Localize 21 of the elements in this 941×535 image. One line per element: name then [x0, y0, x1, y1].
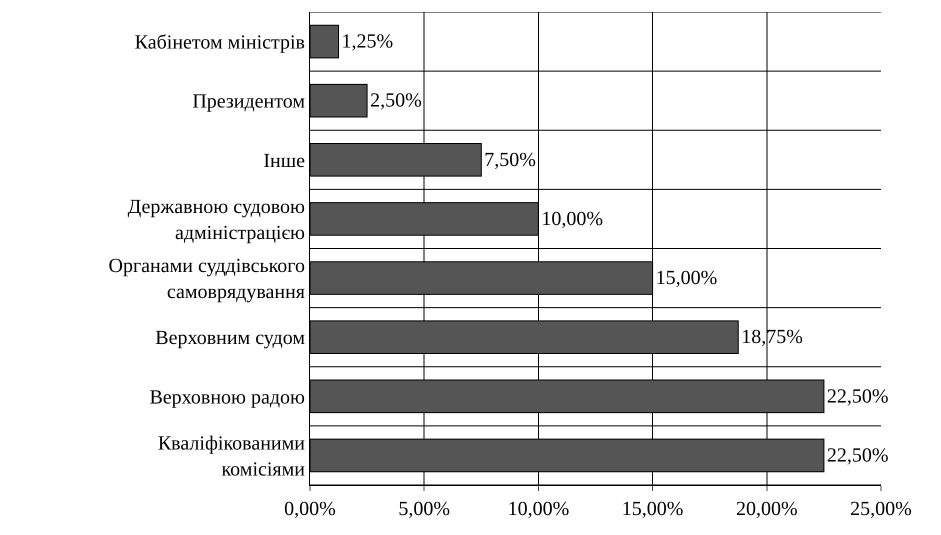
- data-label: 10,00%: [541, 208, 604, 230]
- y-tick-label: Кваліфікованими комісіями: [158, 432, 306, 480]
- y-tick-label: Президентом: [192, 90, 306, 113]
- y-tick-label: Кабінетом міністрів: [134, 32, 305, 54]
- data-label: 22,50%: [826, 385, 889, 408]
- data-label: 1,25%: [342, 30, 394, 53]
- x-tick-label: 15,00%: [622, 498, 684, 520]
- y-tick-label: Інше: [263, 150, 306, 172]
- data-label: 22,50%: [826, 444, 889, 466]
- data-label: 15,00%: [656, 267, 718, 290]
- x-tick-label: 25,00%: [850, 498, 912, 520]
- x-tick-label: 0,00%: [284, 498, 336, 520]
- y-tick-label: Державною судовою адміністрацією: [128, 196, 306, 244]
- x-tick-label: 5,00%: [398, 498, 450, 520]
- y-tick-label: Верховною радою: [149, 386, 306, 408]
- y-tick-label: Верховним судом: [155, 327, 306, 350]
- x-tick-label: 10,00%: [508, 498, 570, 520]
- y-tick-label: Органами суддівського самоврядування: [108, 255, 305, 304]
- data-label: 2,50%: [370, 90, 422, 112]
- data-label: 7,50%: [484, 148, 536, 171]
- x-tick-label: 20,00%: [736, 498, 798, 520]
